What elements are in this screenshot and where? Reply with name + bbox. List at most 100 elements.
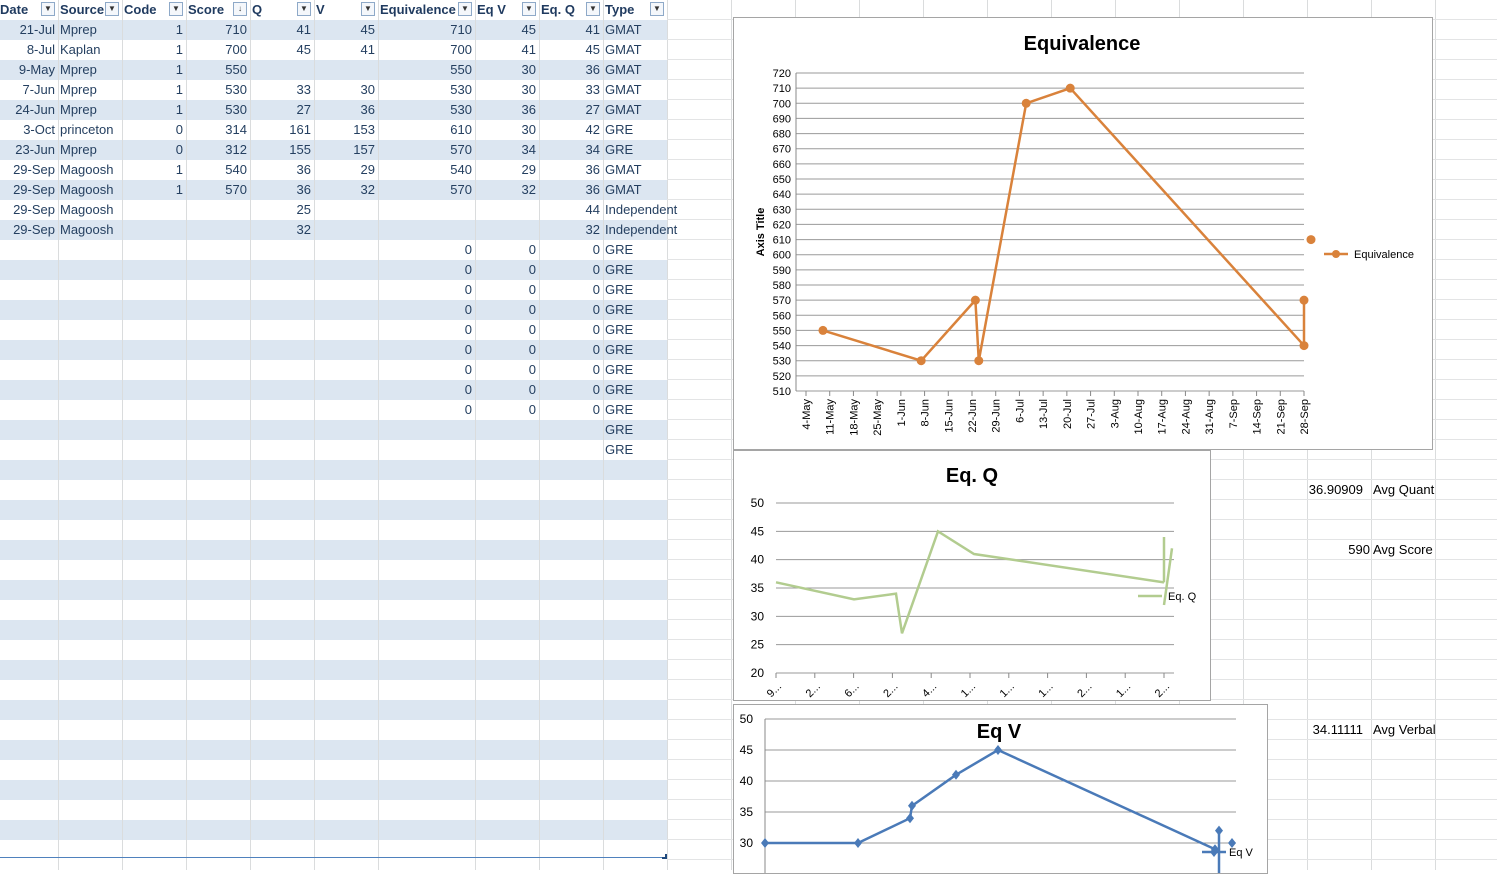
table-cell[interactable]: 30 bbox=[360, 82, 375, 97]
table-cell[interactable] bbox=[475, 480, 539, 500]
table-cell[interactable]: 32 bbox=[296, 222, 311, 237]
table-cell[interactable]: 36 bbox=[296, 162, 311, 177]
table-cell[interactable] bbox=[186, 800, 250, 820]
table-cell[interactable] bbox=[0, 800, 58, 820]
table-cell[interactable] bbox=[250, 460, 314, 480]
table-cell[interactable] bbox=[314, 240, 378, 260]
table-cell[interactable] bbox=[0, 300, 58, 320]
table-cell[interactable] bbox=[0, 760, 58, 780]
table-cell[interactable] bbox=[250, 780, 314, 800]
table-cell[interactable]: 44 bbox=[585, 202, 600, 217]
table-cell[interactable]: 23-Jun bbox=[15, 142, 55, 157]
table-cell[interactable]: GRE bbox=[605, 382, 634, 397]
table-cell[interactable] bbox=[58, 360, 122, 380]
table-cell[interactable]: 33 bbox=[296, 82, 311, 97]
table-cell[interactable] bbox=[250, 380, 314, 400]
table-cell[interactable] bbox=[122, 240, 186, 260]
table-cell[interactable] bbox=[122, 580, 186, 600]
table-cell[interactable] bbox=[0, 520, 58, 540]
table-cell[interactable] bbox=[475, 520, 539, 540]
table-cell[interactable] bbox=[250, 700, 314, 720]
table-cell[interactable]: 1 bbox=[175, 82, 183, 97]
table-cell[interactable] bbox=[250, 800, 314, 820]
table-cell[interactable] bbox=[250, 540, 314, 560]
table-cell[interactable]: 0 bbox=[464, 342, 472, 357]
table-cell[interactable] bbox=[475, 700, 539, 720]
table-cell[interactable] bbox=[539, 720, 603, 740]
table-cell[interactable]: 29-Sep bbox=[13, 222, 55, 237]
avg-verbal-cell[interactable]: 34.11111 Avg Verbal bbox=[1310, 721, 1490, 739]
table-cell[interactable] bbox=[122, 200, 186, 220]
table-cell[interactable] bbox=[186, 340, 250, 360]
header-type[interactable]: Type bbox=[605, 2, 635, 17]
table-cell[interactable]: 540 bbox=[225, 162, 247, 177]
table-cell[interactable] bbox=[603, 620, 667, 640]
table-cell[interactable] bbox=[603, 520, 667, 540]
header-v[interactable]: V bbox=[316, 2, 325, 17]
table-cell[interactable] bbox=[314, 420, 378, 440]
table-cell[interactable]: 570 bbox=[225, 182, 247, 197]
table-cell[interactable] bbox=[0, 380, 58, 400]
table-cell[interactable]: 550 bbox=[450, 62, 472, 77]
table-cell[interactable] bbox=[603, 600, 667, 620]
table-cell[interactable]: 153 bbox=[353, 122, 375, 137]
table-cell[interactable]: 34 bbox=[585, 142, 600, 157]
table-cell[interactable] bbox=[0, 660, 58, 680]
table-cell[interactable] bbox=[122, 600, 186, 620]
table-cell[interactable] bbox=[539, 440, 603, 460]
table-cell[interactable]: 30 bbox=[521, 122, 536, 137]
table-cell[interactable] bbox=[314, 380, 378, 400]
table-cell[interactable]: 33 bbox=[585, 82, 600, 97]
table-cell[interactable] bbox=[475, 580, 539, 600]
table-cell[interactable] bbox=[58, 600, 122, 620]
table-cell[interactable]: 161 bbox=[289, 122, 311, 137]
table-cell[interactable] bbox=[378, 580, 475, 600]
table-cell[interactable] bbox=[250, 600, 314, 620]
table-cell[interactable]: 570 bbox=[450, 182, 472, 197]
table-cell[interactable]: 530 bbox=[225, 102, 247, 117]
table-cell[interactable] bbox=[603, 640, 667, 660]
table-cell[interactable]: GRE bbox=[605, 362, 634, 377]
table-cell[interactable]: GMAT bbox=[605, 82, 642, 97]
table-cell[interactable] bbox=[539, 580, 603, 600]
table-cell[interactable] bbox=[250, 740, 314, 760]
table-cell[interactable] bbox=[378, 760, 475, 780]
table-cell[interactable] bbox=[314, 520, 378, 540]
table-cell[interactable] bbox=[186, 700, 250, 720]
table-cell[interactable] bbox=[186, 640, 250, 660]
table-cell[interactable] bbox=[186, 540, 250, 560]
table-cell[interactable] bbox=[314, 280, 378, 300]
table-cell[interactable]: 45 bbox=[585, 42, 600, 57]
table-cell[interactable] bbox=[378, 460, 475, 480]
table-cell[interactable]: 8-Jul bbox=[26, 42, 55, 57]
table-cell[interactable]: 1 bbox=[175, 102, 183, 117]
table-cell[interactable] bbox=[0, 400, 58, 420]
table-cell[interactable] bbox=[475, 420, 539, 440]
table-cell[interactable] bbox=[250, 60, 314, 80]
table-cell[interactable]: 570 bbox=[450, 142, 472, 157]
table-cell[interactable] bbox=[475, 440, 539, 460]
header-q[interactable]: Q bbox=[252, 2, 263, 17]
table-cell[interactable] bbox=[314, 340, 378, 360]
table-cell[interactable] bbox=[0, 720, 58, 740]
table-cell[interactable] bbox=[58, 300, 122, 320]
table-cell[interactable] bbox=[122, 440, 186, 460]
table-cell[interactable] bbox=[0, 600, 58, 620]
table-cell[interactable] bbox=[0, 580, 58, 600]
table-cell[interactable] bbox=[0, 620, 58, 640]
table-cell[interactable]: Independent bbox=[605, 222, 678, 237]
table-cell[interactable]: GRE bbox=[605, 342, 634, 357]
table-cell[interactable] bbox=[186, 760, 250, 780]
table-cell[interactable] bbox=[250, 440, 314, 460]
table-cell[interactable] bbox=[314, 500, 378, 520]
table-cell[interactable] bbox=[539, 820, 603, 840]
table-cell[interactable] bbox=[58, 660, 122, 680]
table-cell[interactable]: 25 bbox=[296, 202, 311, 217]
table-cell[interactable]: 0 bbox=[592, 262, 600, 277]
table-cell[interactable] bbox=[122, 360, 186, 380]
table-cell[interactable] bbox=[58, 620, 122, 640]
table-cell[interactable]: GRE bbox=[605, 282, 634, 297]
table-cell[interactable]: Magoosh bbox=[60, 202, 114, 217]
table-cell[interactable] bbox=[475, 820, 539, 840]
table-cell[interactable] bbox=[58, 680, 122, 700]
